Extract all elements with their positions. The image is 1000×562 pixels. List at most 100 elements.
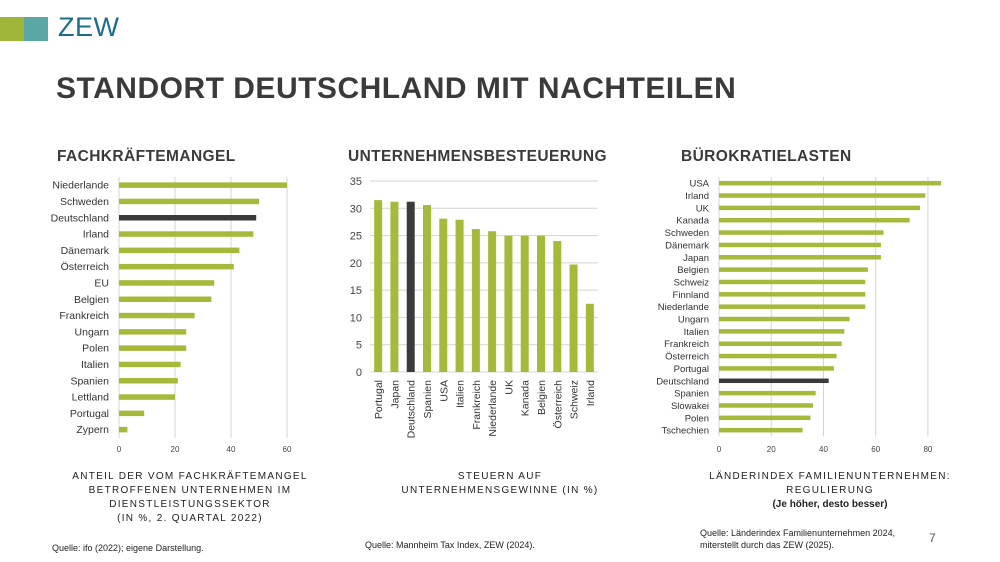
bar-frankreich: [119, 312, 195, 319]
bar-tschechien: [719, 427, 803, 433]
tick-label: 40: [819, 445, 828, 454]
bar-polen: [119, 345, 187, 351]
bar-kanada: [719, 217, 910, 223]
category-label: USA: [438, 380, 450, 402]
category-label: Dänemark: [665, 240, 709, 251]
category-label: Polen: [685, 413, 709, 424]
source-fachkraeftemangel: Quelle: ifo (2022); eigene Darstellung.: [52, 543, 204, 553]
logo-teal-square: [24, 17, 48, 41]
caption-line: STEUERN AUF: [457, 471, 543, 482]
tick-label: 60: [283, 445, 292, 454]
bar-niederlande: [719, 304, 866, 309]
caption-unternehmensbesteuerung: STEUERN AUF UNTERNEHMENSGEWINNE (IN %): [380, 470, 620, 498]
caption-buerokratielasten: LÄNDERINDEX FAMILIENUNTERNEHMEN: REGULIE…: [700, 470, 960, 512]
tick-label: 20: [171, 445, 180, 454]
bar-belgien: [119, 296, 212, 302]
chart-title-unternehmensbesteuerung: UNTERNEHMENSBESTEUERUNG: [348, 148, 607, 165]
category-label: Deutschland: [656, 376, 709, 387]
tick-label: 30: [350, 203, 362, 215]
bar-kanada: [520, 235, 529, 372]
source-unternehmensbesteuerung: Quelle: Mannheim Tax Index, ZEW (2024).: [365, 540, 535, 550]
bar-zypern: [119, 426, 128, 433]
category-label: Österreich: [61, 261, 110, 273]
category-label: Tschechien: [661, 426, 709, 437]
tick-label: 0: [717, 445, 722, 454]
category-label: Irland: [585, 380, 597, 406]
source-line: miterstellt durch das ZEW (2025).: [700, 540, 835, 550]
tick-label: 60: [871, 445, 880, 454]
logo-green-square: [0, 17, 24, 41]
bar-deutschland: [719, 378, 829, 384]
bar-portugal: [119, 410, 145, 417]
category-label: Schweiz: [674, 277, 710, 288]
category-label: Zypern: [76, 424, 109, 436]
bar-usa: [719, 180, 941, 186]
category-label: Niederlande: [487, 380, 499, 437]
category-label: Italien: [684, 327, 709, 338]
bar-irland: [585, 303, 594, 372]
caption-line: (IN %, 2. QUARTAL 2022): [117, 513, 263, 524]
category-label: Deutschland: [406, 380, 418, 439]
tick-label: 40: [227, 445, 236, 454]
category-label: Österreich: [552, 380, 564, 429]
bar-finnland: [719, 292, 866, 297]
category-label: Schweden: [60, 196, 109, 208]
bar-irland: [119, 231, 254, 237]
category-label: Irland: [83, 229, 109, 241]
bar-dänemark: [119, 247, 240, 254]
category-label: Italien: [81, 359, 109, 371]
bar-polen: [719, 415, 811, 421]
tick-label: 0: [356, 367, 362, 379]
category-label: Polen: [82, 343, 109, 355]
bar-deutschland: [119, 215, 257, 221]
category-label: Finnland: [673, 290, 709, 301]
category-label: UK: [503, 380, 515, 395]
category-label: Kanada: [520, 380, 532, 416]
page-number: 7: [929, 531, 936, 545]
bar-ungarn: [119, 329, 187, 335]
bar-österreich: [719, 353, 837, 359]
category-label: Lettland: [72, 392, 110, 404]
caption-line: LÄNDERINDEX FAMILIENUNTERNEHMEN:: [709, 471, 951, 482]
category-label: Deutschland: [51, 212, 110, 224]
category-label: USA: [689, 179, 709, 190]
chart-title-fachkraeftemangel: FACHKRÄFTEMANGEL: [57, 148, 236, 165]
caption-subline: (Je höher, desto besser): [772, 499, 888, 510]
category-label: Niederlande: [52, 180, 109, 192]
category-label: Niederlande: [658, 302, 709, 313]
bar-dänemark: [719, 242, 881, 248]
category-label: Frankreich: [664, 339, 709, 350]
category-label: Spanien: [422, 380, 434, 419]
bar-irland: [719, 193, 926, 198]
category-label: Portugal: [373, 380, 385, 419]
bar-spanien: [719, 390, 816, 396]
bar-spanien: [423, 205, 431, 372]
bar-uk: [504, 235, 513, 372]
chart-title-buerokratielasten: BÜROKRATIELASTEN: [681, 148, 852, 165]
category-label: Portugal: [674, 364, 709, 375]
caption-line: DIENSTLEISTUNGSSEKTOR: [109, 499, 271, 510]
caption-line: ANTEIL DER VOM FACHKRÄFTEMANGEL: [72, 471, 308, 482]
bar-italien: [455, 219, 464, 372]
category-label: Dänemark: [61, 245, 110, 257]
category-label: Kanada: [676, 216, 709, 227]
tick-label: 0: [117, 445, 122, 454]
category-label: Irland: [685, 191, 709, 202]
bar-ungarn: [719, 316, 850, 322]
bar-portugal: [374, 200, 383, 372]
category-label: Belgien: [677, 265, 709, 276]
category-label: Ungarn: [678, 315, 709, 326]
category-label: EU: [94, 277, 109, 289]
bar-belgien: [719, 267, 868, 272]
category-label: Portugal: [70, 408, 109, 420]
bar-japan: [390, 201, 399, 372]
category-label: Ungarn: [75, 326, 110, 338]
category-label: Spanien: [70, 375, 109, 387]
tick-label: 20: [350, 258, 362, 270]
page-title: STANDORT DEUTSCHLAND MIT NACHTEILEN: [56, 72, 737, 105]
category-label: Frankreich: [59, 310, 109, 322]
bar-eu: [119, 280, 215, 286]
